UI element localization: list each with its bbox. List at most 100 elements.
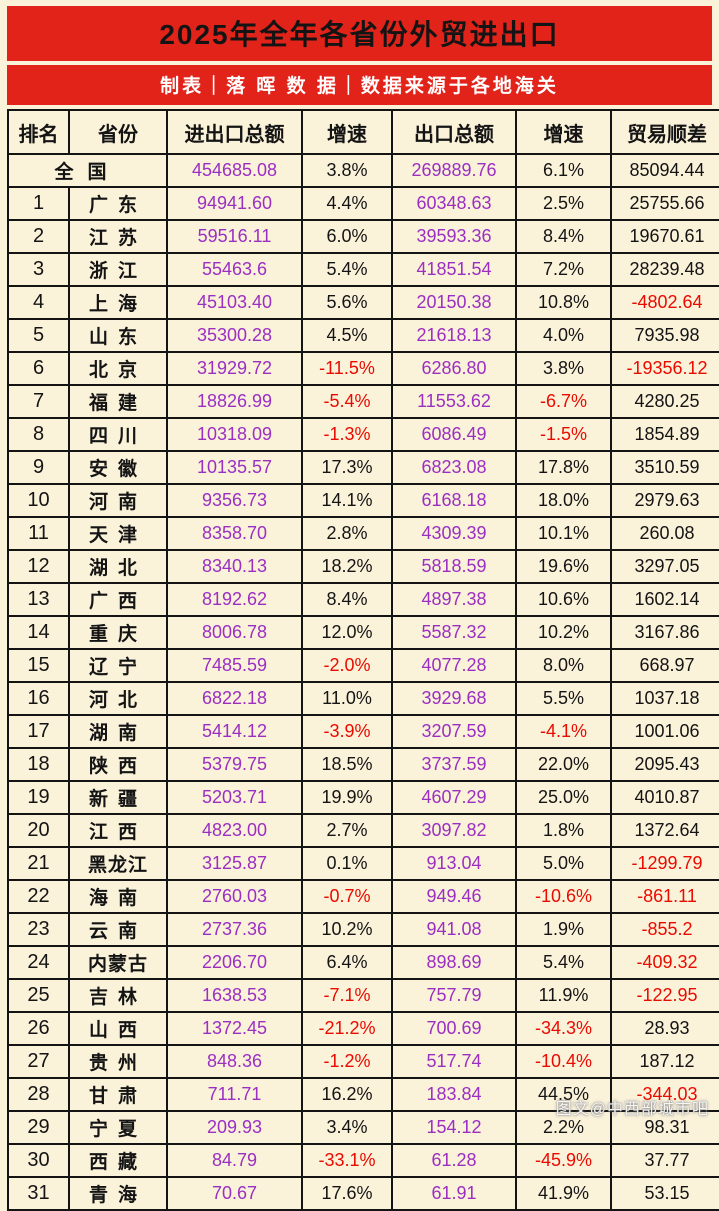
cell-total-amount: 454685.08	[166, 153, 303, 188]
cell-province: 云南	[68, 912, 168, 947]
cell-surplus: 1372.64	[610, 813, 719, 848]
cell-export-growth: 10.6%	[515, 582, 612, 617]
cell-export-growth: 6.1%	[515, 153, 612, 188]
table-row: 1 广东 94941.60 4.4% 60348.63 2.5% 25755.66	[7, 186, 719, 221]
cell-surplus: -122.95	[610, 978, 719, 1013]
cell-total-amount: 31929.72	[166, 351, 303, 386]
cell-export-growth: 4.0%	[515, 318, 612, 353]
cell-rank: 19	[7, 780, 70, 815]
cell-total-amount: 59516.11	[166, 219, 303, 254]
cell-export-growth: -10.6%	[515, 879, 612, 914]
cell-export-amount: 4897.38	[391, 582, 517, 617]
cell-total-amount: 8006.78	[166, 615, 303, 650]
cell-total-amount: 94941.60	[166, 186, 303, 221]
cell-rank: 4	[7, 285, 70, 320]
cell-surplus: 85094.44	[610, 153, 719, 188]
cell-total-amount: 70.67	[166, 1176, 303, 1211]
table-row: 29 宁夏 209.93 3.4% 154.12 2.2% 98.31	[7, 1110, 719, 1145]
cell-province: 辽宁	[68, 648, 168, 683]
table-row: 22 海南 2760.03 -0.7% 949.46 -10.6% -861.11	[7, 879, 719, 914]
cell-export-amount: 898.69	[391, 945, 517, 980]
page-title: 2025年全年各省份外贸进出口	[7, 6, 712, 61]
cell-total-amount: 711.71	[166, 1077, 303, 1112]
cell-total-growth: 16.2%	[301, 1077, 393, 1112]
header-total-amount: 进出口总额	[166, 109, 303, 155]
cell-total-growth: -2.0%	[301, 648, 393, 683]
table-row: 17 湖南 5414.12 -3.9% 3207.59 -4.1% 1001.06	[7, 714, 719, 749]
cell-export-amount: 4077.28	[391, 648, 517, 683]
cell-export-growth: 7.2%	[515, 252, 612, 287]
cell-export-amount: 21618.13	[391, 318, 517, 353]
cell-total-growth: 12.0%	[301, 615, 393, 650]
cell-rank: 8	[7, 417, 70, 452]
cell-total-amount: 2737.36	[166, 912, 303, 947]
cell-total-growth: -11.5%	[301, 351, 393, 386]
cell-province: 山东	[68, 318, 168, 353]
cell-province: 上海	[68, 285, 168, 320]
cell-province: 贵州	[68, 1044, 168, 1079]
cell-total-amount: 18826.99	[166, 384, 303, 419]
cell-province: 安徽	[68, 450, 168, 485]
cell-total-growth: 3.8%	[301, 153, 393, 188]
cell-total-amount: 4823.00	[166, 813, 303, 848]
cell-province: 宁夏	[68, 1110, 168, 1145]
cell-total-amount: 10318.09	[166, 417, 303, 452]
cell-total-growth: -0.7%	[301, 879, 393, 914]
cell-total-growth: -7.1%	[301, 978, 393, 1013]
cell-total-growth: -1.2%	[301, 1044, 393, 1079]
cell-export-growth: 44.5%	[515, 1077, 612, 1112]
table-row-national: 全国 454685.08 3.8% 269889.76 6.1% 85094.44	[7, 153, 719, 188]
table-row: 25 吉林 1638.53 -7.1% 757.79 11.9% -122.95	[7, 978, 719, 1013]
cell-export-growth: 25.0%	[515, 780, 612, 815]
cell-province: 甘肃	[68, 1077, 168, 1112]
cell-export-growth: 41.9%	[515, 1176, 612, 1211]
cell-rank: 23	[7, 912, 70, 947]
cell-export-amount: 6086.49	[391, 417, 517, 452]
cell-surplus: 7935.98	[610, 318, 719, 353]
cell-export-growth: 10.2%	[515, 615, 612, 650]
cell-export-amount: 269889.76	[391, 153, 517, 188]
cell-surplus: -409.32	[610, 945, 719, 980]
cell-export-amount: 517.74	[391, 1044, 517, 1079]
cell-total-amount: 45103.40	[166, 285, 303, 320]
cell-rank: 30	[7, 1143, 70, 1178]
cell-total-amount: 5379.75	[166, 747, 303, 782]
cell-province: 全国	[7, 153, 168, 188]
cell-total-amount: 55463.6	[166, 252, 303, 287]
cell-total-growth: 3.4%	[301, 1110, 393, 1145]
header-surplus: 贸易顺差	[610, 109, 719, 155]
cell-surplus: -861.11	[610, 879, 719, 914]
cell-export-growth: -6.7%	[515, 384, 612, 419]
cell-province: 江西	[68, 813, 168, 848]
cell-province: 天津	[68, 516, 168, 551]
table-row: 8 四川 10318.09 -1.3% 6086.49 -1.5% 1854.89	[7, 417, 719, 452]
cell-total-growth: -1.3%	[301, 417, 393, 452]
cell-rank: 11	[7, 516, 70, 551]
table-row: 27 贵州 848.36 -1.2% 517.74 -10.4% 187.12	[7, 1044, 719, 1079]
cell-rank: 14	[7, 615, 70, 650]
cell-surplus: 28239.48	[610, 252, 719, 287]
cell-province: 西藏	[68, 1143, 168, 1178]
cell-total-growth: 4.4%	[301, 186, 393, 221]
cell-province: 福建	[68, 384, 168, 419]
cell-surplus: -1299.79	[610, 846, 719, 881]
trade-table: 排名 省份 进出口总额 增速 出口总额 增速 贸易顺差 全国 454685.08 3…	[7, 109, 719, 1211]
cell-total-growth: 17.3%	[301, 450, 393, 485]
cell-export-growth: 5.0%	[515, 846, 612, 881]
table-row: 18 陕西 5379.75 18.5% 3737.59 22.0% 2095.43	[7, 747, 719, 782]
cell-province: 陕西	[68, 747, 168, 782]
table-row: 23 云南 2737.36 10.2% 941.08 1.9% -855.2	[7, 912, 719, 947]
table-row: 28 甘肃 711.71 16.2% 183.84 44.5% -344.03	[7, 1077, 719, 1112]
table-row: 3 浙江 55463.6 5.4% 41851.54 7.2% 28239.48	[7, 252, 719, 287]
cell-export-growth: -4.1%	[515, 714, 612, 749]
cell-total-growth: 11.0%	[301, 681, 393, 716]
cell-total-amount: 5203.71	[166, 780, 303, 815]
cell-export-amount: 700.69	[391, 1011, 517, 1046]
table-row: 9 安徽 10135.57 17.3% 6823.08 17.8% 3510.59	[7, 450, 719, 485]
cell-total-amount: 5414.12	[166, 714, 303, 749]
cell-rank: 3	[7, 252, 70, 287]
table-row: 7 福建 18826.99 -5.4% 11553.62 -6.7% 4280.25	[7, 384, 719, 419]
cell-export-amount: 39593.36	[391, 219, 517, 254]
table-row: 2 江苏 59516.11 6.0% 39593.36 8.4% 19670.61	[7, 219, 719, 254]
